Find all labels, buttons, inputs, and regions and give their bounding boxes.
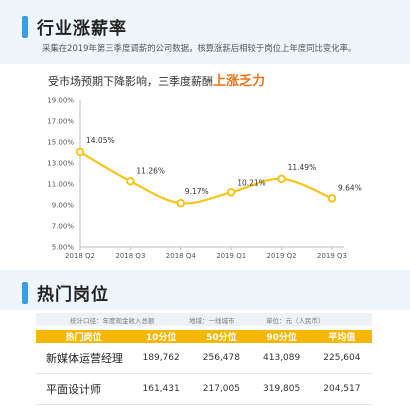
job-name: 新媒体运营经理 [36,343,131,374]
cell-avg: 225,604 [311,343,372,374]
headline-highlight: 上涨乏力 [213,74,266,89]
cell-p10: 161,431 [131,373,192,405]
header-p10: 10分位 [131,330,192,343]
y-tick-label: 9.00% [52,202,75,210]
header-panel [0,0,410,64]
cell-p50: 217,005 [191,373,252,405]
series-line [79,151,333,205]
data-labels: 14.05% 11.26% 9.17% 10.21% 11.49% 9.64% [86,136,362,196]
cell-p90: 319,805 [251,373,312,405]
x-axis: 2018 Q2 2018 Q3 2018 Q4 2019 Q1 2019 Q2 2019 … [65,246,347,260]
y-tick-label: 17.00% [47,118,74,126]
chart-headline: 受市场预期下降影响，三季度薪酬上涨乏力 [48,70,265,89]
x-tick-label: 2019 Q3 [317,252,347,260]
section-header-hot-jobs: 热门岗位 [22,280,109,305]
y-tick-label: 5.00% [52,244,75,252]
table-row: 新媒体运营经理 189,762 256,478 413,089 225,604 [36,343,372,374]
cell-p90: 413,089 [251,343,312,374]
data-label: 9.17% [185,187,209,196]
x-tick-label: 2018 Q3 [115,252,145,260]
y-tick-label: 15.00% [47,139,74,147]
y-tick-label: 11.00% [47,181,74,189]
data-label: 14.05% [86,136,115,145]
cell-p10: 189,762 [131,343,192,374]
salary-table: 热门岗位 10分位 50分位 90分位 平均值 新媒体运营经理 189,762 … [36,330,372,405]
data-point [176,198,186,208]
line-chart: 5.00% 7.00% 9.00% 11.00% 13.00% 15.00% 17.00% 1… [47,97,362,261]
data-label: 11.49% [288,163,317,172]
y-tick-label: 19.00% [47,97,74,105]
section-accent-bar [22,281,28,304]
meta-unit: 单位：元（人民币） [266,316,325,325]
section-accent-bar [22,15,28,38]
y-axis: 5.00% 7.00% 9.00% 11.00% 13.00% 15.00% 17.00% 1… [47,97,81,252]
header-job: 热门岗位 [36,330,131,343]
cell-avg: 204,517 [311,373,372,405]
data-point [226,187,236,197]
data-points [75,147,337,208]
section-header-salary-rate: 行业涨薪率 [22,14,127,39]
header-p90: 90分位 [251,330,312,343]
table-header-row: 热门岗位 10分位 50分位 90分位 平均值 [36,330,372,343]
data-label: 10.21% [237,178,266,187]
x-tick-label: 2018 Q4 [166,252,197,260]
data-point [277,174,286,184]
table-row: 平面设计师 161,431 217,005 319,805 204,517 [36,373,372,405]
x-tick-label: 2019 Q2 [267,252,297,260]
data-point [75,147,85,157]
x-tick-label: 2019 Q1 [216,252,246,260]
job-name: 平面设计师 [36,373,131,405]
data-point [126,176,135,186]
data-label: 11.26% [136,166,165,175]
section-title: 热门岗位 [37,285,109,305]
y-tick-label: 7.00% [52,223,75,231]
x-tick-label: 2018 Q2 [65,252,95,260]
section-title: 行业涨薪率 [37,19,127,39]
data-label: 9.64% [338,183,362,192]
section-panel-hot-jobs [0,270,410,310]
meta-scope: 统计口径：年度现金收入总额 [70,316,155,325]
data-point [327,193,337,203]
section-subtitle: 采集在2019年第三季度调薪的公司数据，核算涨薪后相较于岗位上年度同比变化率。 [42,43,357,53]
table-meta: 统计口径：年度现金收入总额 地域：一线城市 单位：元（人民币） [36,313,372,326]
header-p50: 50分位 [191,330,252,343]
header-avg: 平均值 [311,330,372,343]
headline-text: 受市场预期下降影响，三季度薪酬 [48,75,213,88]
cell-p50: 256,478 [191,343,252,374]
meta-region: 地域：一线城市 [189,316,235,325]
y-tick-label: 13.00% [47,160,74,168]
